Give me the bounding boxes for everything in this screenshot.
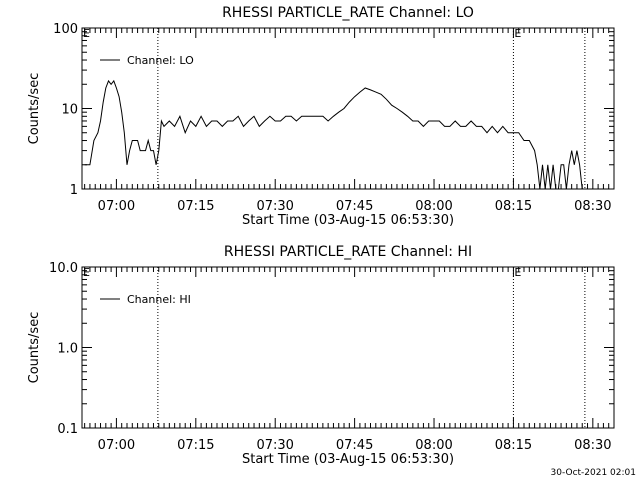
y-tick-label: 0.1 (57, 422, 78, 437)
x-tick-label: 07:30 (256, 199, 293, 214)
x-tick-label: 08:15 (495, 438, 532, 453)
series-line-1 (84, 79, 583, 190)
legend-entry: Channel: HI (127, 293, 191, 306)
chart-title: RHESSI PARTICLE_RATE Channel: LO (222, 5, 474, 21)
plot-frame (81, 27, 615, 190)
x-tick-label: 07:15 (177, 199, 214, 214)
x-axis-title: Start Time (03-Aug-15 06:53:30) (242, 213, 454, 228)
left-flag-label: E (83, 27, 90, 40)
x-tick-label: 08:15 (495, 199, 532, 214)
y-axis-title: Counts/sec (27, 312, 42, 384)
footer-timestamp: 30-Oct-2021 02:01 (551, 468, 636, 478)
event-marker-label: E (514, 266, 521, 279)
x-tick-label: 07:15 (177, 438, 214, 453)
event-marker-label: E (514, 27, 521, 40)
chart-title: RHESSI PARTICLE_RATE Channel: HI (224, 244, 472, 260)
x-tick-label: 08:30 (574, 438, 611, 453)
chart-panel-1: RHESSI PARTICLE_RATE Channel: LO 1 10 100 Co… (27, 5, 615, 228)
x-tick-label: 07:30 (256, 438, 293, 453)
x-tick-label: 08:30 (574, 199, 611, 214)
x-tick-label: 08:00 (415, 199, 452, 214)
x-tick-label: 07:00 (98, 438, 135, 453)
chart-panel-2: RHESSI PARTICLE_RATE Channel: HI 0.1 1.0 10… (27, 244, 615, 467)
y-tick-label: 100 (53, 22, 78, 37)
y-tick-label: 10 (61, 103, 78, 118)
x-tick-label: 07:45 (336, 438, 373, 453)
y-tick-label: 1 (70, 183, 78, 198)
x-tick-label: 07:00 (98, 199, 135, 214)
y-axis-title: Counts/sec (27, 73, 42, 145)
left-flag-label: E (83, 266, 90, 279)
y-tick-label: 10.0 (49, 261, 78, 276)
legend-entry: Channel: LO (127, 54, 194, 67)
x-tick-label: 07:45 (336, 199, 373, 214)
x-axis-title: Start Time (03-Aug-15 06:53:30) (242, 452, 454, 467)
x-tick-label: 08:00 (415, 438, 452, 453)
y-tick-label: 1.0 (57, 342, 78, 357)
plot-frame (81, 266, 615, 429)
